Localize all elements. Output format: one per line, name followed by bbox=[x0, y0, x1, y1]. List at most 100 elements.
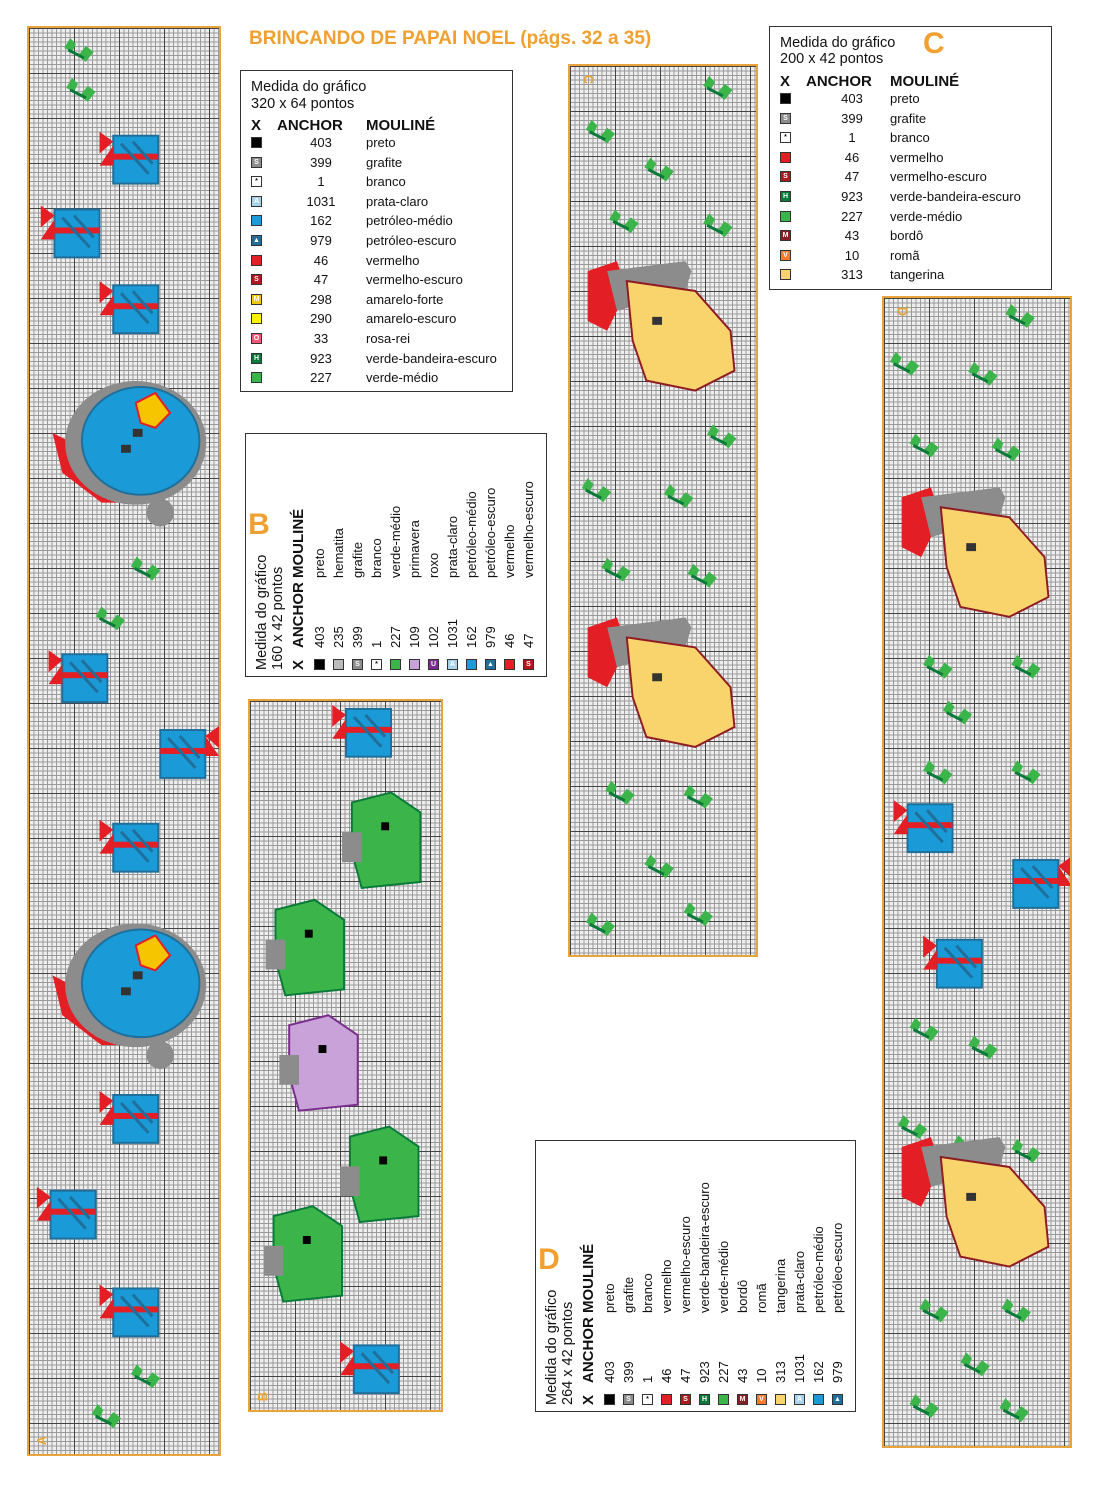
leaf bbox=[923, 760, 935, 775]
color-swatch bbox=[251, 215, 262, 227]
bow bbox=[1058, 857, 1070, 886]
mouline-name: preto bbox=[312, 548, 327, 578]
leaf bbox=[720, 432, 737, 449]
anchor-code: 399 bbox=[841, 110, 863, 126]
chart-b-motifs bbox=[263, 704, 422, 1395]
anchor-code: 403 bbox=[602, 1361, 617, 1383]
boot-detail bbox=[652, 316, 663, 325]
color-swatch: V bbox=[780, 249, 791, 261]
legend-letter: B bbox=[248, 508, 270, 542]
bow bbox=[99, 131, 114, 166]
boot-body bbox=[625, 636, 736, 748]
holly-sprig bbox=[585, 912, 616, 937]
mouline-name: prata-claro bbox=[366, 193, 429, 209]
anchor-code: 1 bbox=[640, 1375, 655, 1383]
leaf bbox=[909, 433, 922, 448]
color-swatch: A bbox=[447, 659, 458, 670]
leaf bbox=[889, 351, 902, 366]
anchor-code: 46 bbox=[659, 1368, 674, 1383]
anchor-code: 33 bbox=[313, 331, 329, 346]
holly-sprig bbox=[707, 424, 737, 449]
color-swatch: M bbox=[737, 1394, 748, 1405]
color-swatch bbox=[813, 1394, 824, 1405]
stem bbox=[69, 88, 87, 100]
anchor-code: 46 bbox=[313, 252, 329, 268]
bow bbox=[40, 205, 55, 240]
bow bbox=[99, 1284, 114, 1319]
boot-body bbox=[625, 279, 736, 392]
leaf bbox=[615, 565, 631, 582]
nose bbox=[134, 391, 172, 430]
box-pattern bbox=[69, 659, 103, 694]
color-swatch bbox=[251, 137, 262, 148]
figure-body bbox=[348, 1125, 420, 1224]
legend-c-title: Medida do gráfico bbox=[780, 35, 896, 51]
chart-d-label: D bbox=[895, 306, 911, 317]
holly-sprig bbox=[1011, 1139, 1041, 1163]
legend-row: A 1031 prata-claro bbox=[251, 192, 511, 211]
color-swatch: ▲ bbox=[485, 659, 496, 670]
leaf bbox=[609, 209, 621, 224]
color-swatch: S bbox=[780, 171, 791, 183]
legend-row: 313 tangerina bbox=[780, 265, 1040, 284]
figure-detail bbox=[265, 939, 286, 970]
color-swatch bbox=[718, 1394, 729, 1405]
anchor-code: 227 bbox=[310, 370, 332, 386]
stem bbox=[1014, 1149, 1032, 1161]
box-pattern bbox=[119, 828, 154, 863]
chart-b-grid: B bbox=[248, 699, 443, 1412]
mouline-name: bordô bbox=[735, 1279, 750, 1313]
stem bbox=[945, 711, 963, 722]
color-swatch bbox=[251, 372, 262, 384]
legend-title: Medida do gráfico bbox=[254, 554, 270, 670]
toy-figure bbox=[342, 791, 422, 890]
anchor-code: 227 bbox=[841, 208, 863, 224]
holly-sprig bbox=[91, 1404, 122, 1429]
mouline-name: branco bbox=[366, 174, 406, 190]
color-swatch bbox=[251, 254, 262, 266]
boot-body bbox=[939, 506, 1050, 618]
leaf bbox=[909, 1394, 922, 1409]
legend-title: Medida do gráfico bbox=[544, 1289, 560, 1405]
mouline-name: preto bbox=[366, 135, 396, 150]
leaf bbox=[703, 213, 715, 228]
boot-detail bbox=[966, 1192, 977, 1201]
mouline-name: rosa-rei bbox=[366, 331, 411, 346]
leaf bbox=[1024, 768, 1041, 785]
gift-box bbox=[159, 726, 219, 779]
gift-box bbox=[340, 1341, 400, 1395]
legend-row: O 33 rosa-rei bbox=[251, 329, 511, 348]
ribbon bbox=[113, 303, 159, 310]
figure-detail bbox=[263, 1245, 284, 1276]
color-swatch: S bbox=[251, 274, 262, 286]
leaf bbox=[991, 437, 1004, 452]
color-swatch bbox=[466, 659, 477, 670]
bow bbox=[332, 704, 346, 739]
gift-box bbox=[40, 205, 101, 259]
stem bbox=[134, 567, 152, 578]
mouline-name: roxo bbox=[426, 552, 441, 578]
legend-row: H 923 verde-bandeira-escuro bbox=[780, 187, 1040, 206]
bow bbox=[340, 1341, 354, 1376]
holly-sprig bbox=[95, 606, 125, 631]
mouline-name: grafite bbox=[621, 1276, 636, 1313]
holly-sprig bbox=[683, 902, 713, 927]
santa-ornament bbox=[52, 381, 207, 527]
leaf bbox=[109, 614, 125, 631]
legend-row: 46 vermelho bbox=[780, 148, 1040, 167]
leaf bbox=[981, 369, 998, 386]
legend-col-anchor: ANCHOR bbox=[580, 1317, 597, 1383]
mouline-name: primavera bbox=[407, 520, 422, 578]
stem bbox=[647, 168, 665, 179]
holly-sprig bbox=[605, 780, 635, 805]
stem bbox=[1014, 771, 1032, 782]
leaf bbox=[923, 1402, 939, 1419]
anchor-code: 399 bbox=[621, 1361, 636, 1383]
leaf bbox=[923, 1025, 939, 1042]
stem bbox=[706, 223, 724, 235]
bow bbox=[48, 650, 63, 685]
mouline-name: vermelho bbox=[659, 1259, 674, 1313]
leaf bbox=[64, 37, 77, 52]
anchor-code: 10 bbox=[754, 1368, 769, 1383]
mouline-name: prata-claro bbox=[445, 515, 460, 578]
